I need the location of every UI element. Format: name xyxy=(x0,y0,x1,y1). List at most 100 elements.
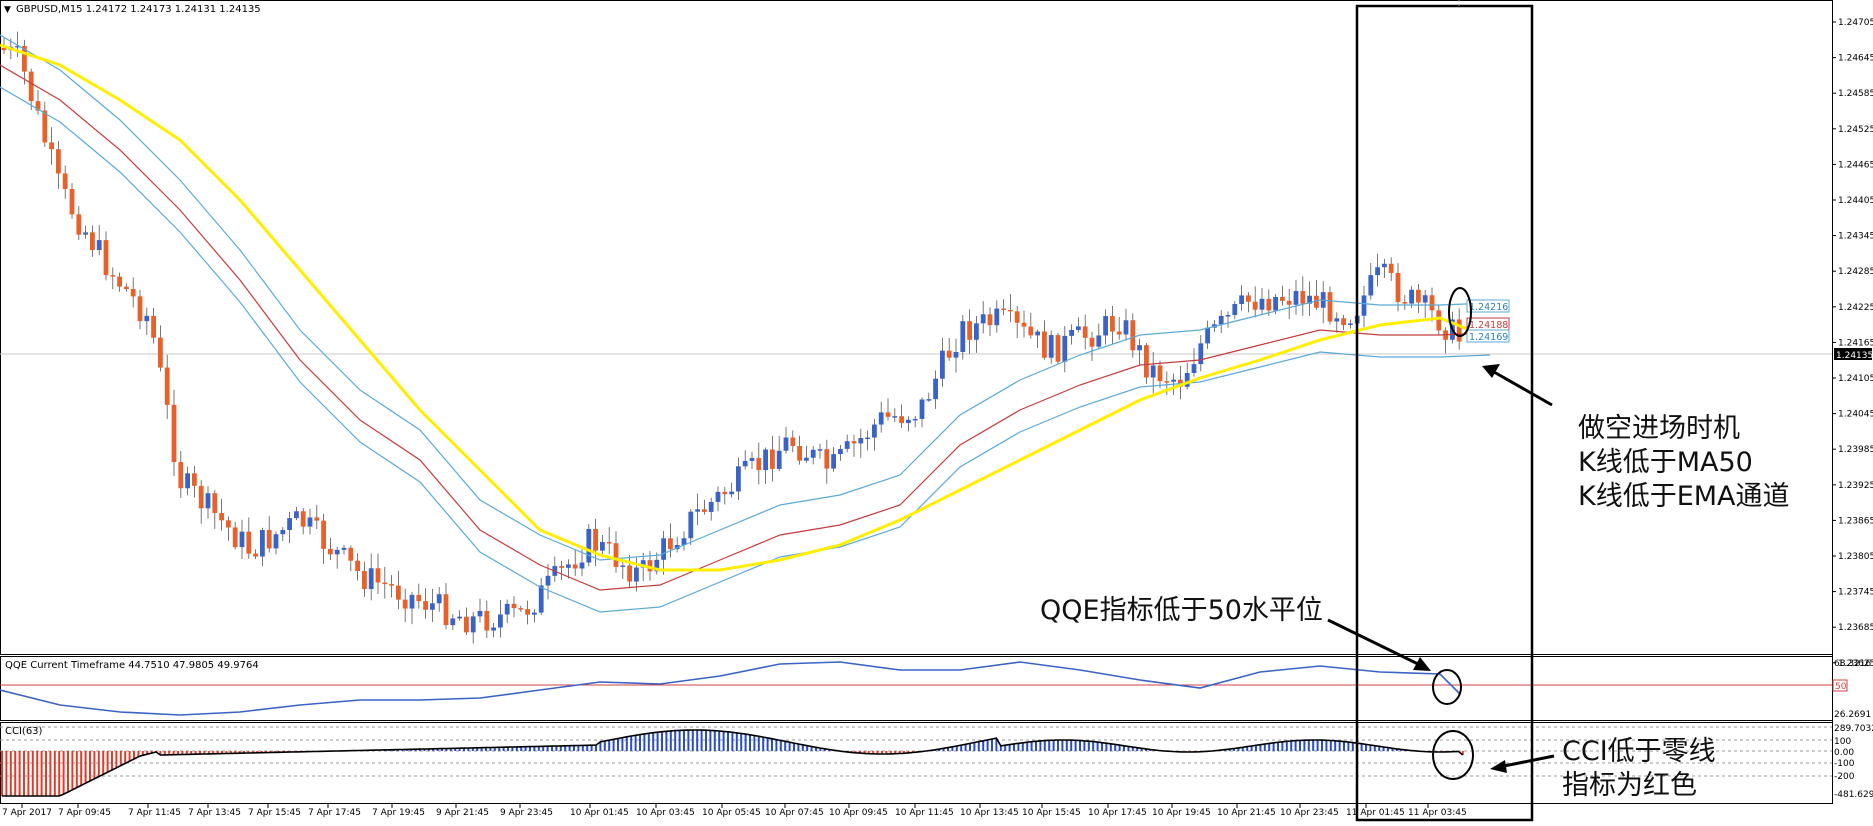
candle-body xyxy=(76,214,82,235)
candle-body xyxy=(606,541,612,544)
candle-body xyxy=(1096,335,1102,347)
time-label: 10 Apr 07:45 xyxy=(765,808,824,818)
candle-body xyxy=(464,616,469,633)
candle-body xyxy=(1014,311,1020,323)
candle-body xyxy=(899,416,904,424)
candle-body xyxy=(940,350,945,379)
qqe-scale-top: 68.3216 xyxy=(1834,659,1871,669)
candle-body xyxy=(1130,320,1136,351)
candle-body xyxy=(328,548,333,555)
candle-body xyxy=(504,603,510,615)
candle-body xyxy=(423,601,428,610)
candle-body xyxy=(314,517,320,521)
price-scale[interactable]: 1.24705 1.24645 1.24585 1.24525 1.24465 1.244… xyxy=(1832,18,1873,669)
candle-body xyxy=(572,564,578,569)
price-label: 1.24705 xyxy=(1838,18,1873,28)
candle-body xyxy=(341,547,347,550)
candle-body xyxy=(525,609,530,615)
candle-body xyxy=(634,567,639,582)
cci-scale-m200: -200 xyxy=(1834,772,1855,782)
candle-body xyxy=(1103,316,1108,336)
price-label: 1.23865 xyxy=(1838,516,1873,526)
candle-body xyxy=(1062,335,1068,362)
time-label: 10 Apr 15:45 xyxy=(1022,808,1081,818)
candle-body xyxy=(212,493,218,514)
qqe-scale-level: 50 xyxy=(1835,682,1847,692)
candle-body xyxy=(1184,372,1190,387)
candle-body xyxy=(1361,295,1367,316)
candle-body xyxy=(1422,295,1428,303)
price-label: 1.23745 xyxy=(1838,588,1873,598)
time-label: 10 Apr 11:45 xyxy=(895,808,954,818)
time-axis[interactable]: 7 Apr 2017 7 Apr 09:45 7 Apr 11:45 7 Apr 13… xyxy=(2,804,1467,818)
candle-body xyxy=(545,575,551,586)
candle-body xyxy=(1048,335,1054,358)
candle-body xyxy=(912,418,918,421)
candle-body xyxy=(246,531,252,554)
candle-body xyxy=(1164,381,1170,383)
candle-body xyxy=(1042,331,1047,358)
qqe-annotation: QQE指标低于50水平位 xyxy=(1040,594,1323,628)
candle-body xyxy=(1252,301,1258,310)
candle-body xyxy=(1341,318,1346,326)
entry-annotation-line1: 做空进场时机 xyxy=(1578,413,1740,444)
candle-body xyxy=(103,240,109,276)
ema-lower-line xyxy=(0,86,1491,613)
candle-body xyxy=(130,289,136,297)
candle-body xyxy=(1286,300,1292,305)
cci-scale-m100: -100 xyxy=(1834,759,1855,769)
price-label: 1.24345 xyxy=(1838,232,1873,242)
candle-body xyxy=(1436,310,1442,331)
candle-body xyxy=(1055,335,1061,362)
candle-body xyxy=(980,314,986,324)
price-label: 1.24225 xyxy=(1838,303,1873,313)
candle-body xyxy=(158,337,163,368)
candle-body xyxy=(1314,295,1319,308)
entry-annotation-line3: K线低于EMA通道 xyxy=(1578,481,1790,512)
time-label: 11 Apr 01:45 xyxy=(1346,808,1405,818)
candle-body xyxy=(627,565,632,582)
candle-body xyxy=(396,585,401,600)
candle-body xyxy=(681,538,687,545)
candle-body xyxy=(232,527,238,548)
cci-histogram xyxy=(1,730,1464,796)
candle-body xyxy=(171,404,177,463)
candle-body xyxy=(273,534,279,549)
time-label: 10 Apr 05:45 xyxy=(702,808,761,818)
candle-body xyxy=(872,424,877,438)
candle-body xyxy=(790,437,796,447)
time-label: 9 Apr 23:45 xyxy=(500,808,553,818)
candle-body xyxy=(1008,309,1013,312)
candle-body xyxy=(137,296,143,322)
price-label: 1.23805 xyxy=(1838,552,1873,562)
candle-body xyxy=(763,449,768,471)
ma-tag-lower: 1.24169 xyxy=(1469,332,1508,343)
candle-body xyxy=(300,511,306,527)
candle-body xyxy=(416,594,422,602)
candle-body xyxy=(192,473,197,486)
ema-middle-line xyxy=(0,64,1491,591)
candle-body xyxy=(15,45,20,48)
candle-body xyxy=(355,560,360,571)
candle-body xyxy=(1273,296,1278,311)
qqe-scale-bottom: 26.2691 xyxy=(1834,710,1871,720)
candle-body xyxy=(477,610,483,617)
entry-arrow xyxy=(1482,364,1553,407)
candle-body xyxy=(960,321,966,352)
candle-body xyxy=(708,501,714,512)
candle-body xyxy=(1028,326,1034,336)
candle-body xyxy=(1001,308,1006,311)
entry-circle xyxy=(1448,287,1472,337)
candle-body xyxy=(402,599,408,609)
candle-body xyxy=(368,568,374,590)
candle-body xyxy=(457,616,462,619)
candle-body xyxy=(430,603,435,610)
main-header-icon: ▼ xyxy=(4,5,11,15)
moving-averages xyxy=(0,34,1491,613)
candle-body xyxy=(695,509,700,512)
qqe-header: QQE Current Timeframe 44.7510 47.9805 49… xyxy=(5,660,259,671)
main-header: GBPUSD,M15 1.24172 1.24173 1.24131 1.241… xyxy=(16,4,261,15)
candle-body xyxy=(933,378,938,400)
